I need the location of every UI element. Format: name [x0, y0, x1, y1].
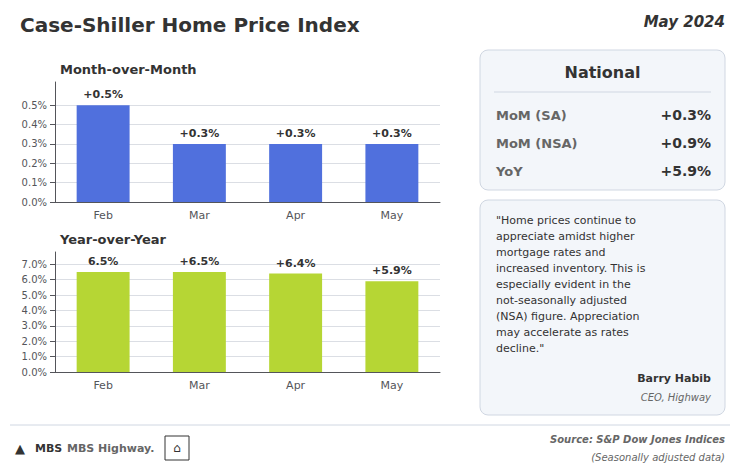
svg-text:1.0%: 1.0%: [22, 351, 47, 362]
svg-text:4.0%: 4.0%: [22, 305, 47, 316]
svg-text:YoY: YoY: [495, 164, 523, 179]
svg-text:0.1%: 0.1%: [22, 177, 47, 188]
svg-text:Feb: Feb: [93, 379, 112, 392]
svg-text:not-seasonally adjusted: not-seasonally adjusted: [496, 294, 627, 307]
svg-text:mortgage rates and: mortgage rates and: [496, 246, 606, 259]
svg-text:+0.3%: +0.3%: [180, 127, 220, 140]
svg-text:+0.5%: +0.5%: [83, 88, 123, 101]
svg-text:6.5%: 6.5%: [88, 255, 119, 268]
svg-text:may accelerate as rates: may accelerate as rates: [496, 326, 629, 339]
svg-text:increased inventory. This is: increased inventory. This is: [496, 262, 646, 275]
svg-text:Month-over-Month: Month-over-Month: [60, 62, 197, 77]
svg-text:+5.9%: +5.9%: [660, 163, 711, 179]
svg-text:Year-over-Year: Year-over-Year: [59, 232, 167, 247]
svg-text:Apr: Apr: [286, 209, 306, 222]
svg-text:+0.3%: +0.3%: [660, 107, 711, 123]
svg-text:Mar: Mar: [189, 209, 210, 222]
svg-text:CEO, Highway: CEO, Highway: [641, 392, 712, 403]
svg-text:especially evident in the: especially evident in the: [496, 278, 631, 291]
svg-text:0.2%: 0.2%: [22, 158, 47, 169]
svg-text:Case-Shiller Home Price Index: Case-Shiller Home Price Index: [20, 13, 360, 37]
svg-text:0.3%: 0.3%: [22, 138, 47, 149]
svg-text:+0.3%: +0.3%: [276, 127, 316, 140]
svg-text:+0.9%: +0.9%: [660, 135, 711, 151]
svg-text:Barry Habib: Barry Habib: [637, 372, 711, 385]
svg-text:+0.3%: +0.3%: [372, 127, 412, 140]
svg-text:Source: S&P Dow Jones Indices: Source: S&P Dow Jones Indices: [550, 434, 725, 445]
svg-text:May: May: [381, 379, 404, 392]
svg-text:+6.4%: +6.4%: [276, 257, 316, 270]
svg-text:6.0%: 6.0%: [22, 274, 47, 285]
svg-text:appreciate amidst higher: appreciate amidst higher: [496, 230, 635, 243]
svg-text:0.0%: 0.0%: [22, 197, 47, 208]
svg-text:"Home prices continue to: "Home prices continue to: [496, 214, 636, 227]
svg-text:Mar: Mar: [189, 379, 210, 392]
svg-text:+5.9%: +5.9%: [372, 264, 412, 277]
svg-text:0.0%: 0.0%: [22, 367, 47, 378]
svg-text:MoM (NSA): MoM (NSA): [496, 136, 578, 151]
svg-text:MBS Highway.: MBS Highway.: [67, 442, 154, 455]
svg-text:(Seasonally adjusted data): (Seasonally adjusted data): [591, 452, 725, 463]
svg-text:decline.": decline.": [496, 342, 544, 355]
svg-text:Feb: Feb: [93, 209, 112, 222]
svg-text:(NSA) figure. Appreciation: (NSA) figure. Appreciation: [496, 310, 639, 323]
svg-text:May 2024: May 2024: [644, 13, 725, 31]
svg-text:+6.5%: +6.5%: [180, 255, 220, 268]
svg-text:2.0%: 2.0%: [22, 336, 47, 347]
svg-text:May: May: [381, 209, 404, 222]
svg-text:0.5%: 0.5%: [22, 100, 47, 111]
svg-text:0.4%: 0.4%: [22, 119, 47, 130]
svg-text:5.0%: 5.0%: [22, 290, 47, 301]
svg-text:MBS: MBS: [35, 442, 62, 455]
svg-text:⌂: ⌂: [173, 441, 181, 455]
svg-text:▲: ▲: [15, 441, 25, 456]
svg-text:National: National: [565, 63, 641, 82]
svg-text:MoM (SA): MoM (SA): [496, 108, 567, 123]
svg-text:7.0%: 7.0%: [22, 259, 47, 270]
svg-text:Apr: Apr: [286, 379, 306, 392]
svg-text:3.0%: 3.0%: [22, 320, 47, 331]
